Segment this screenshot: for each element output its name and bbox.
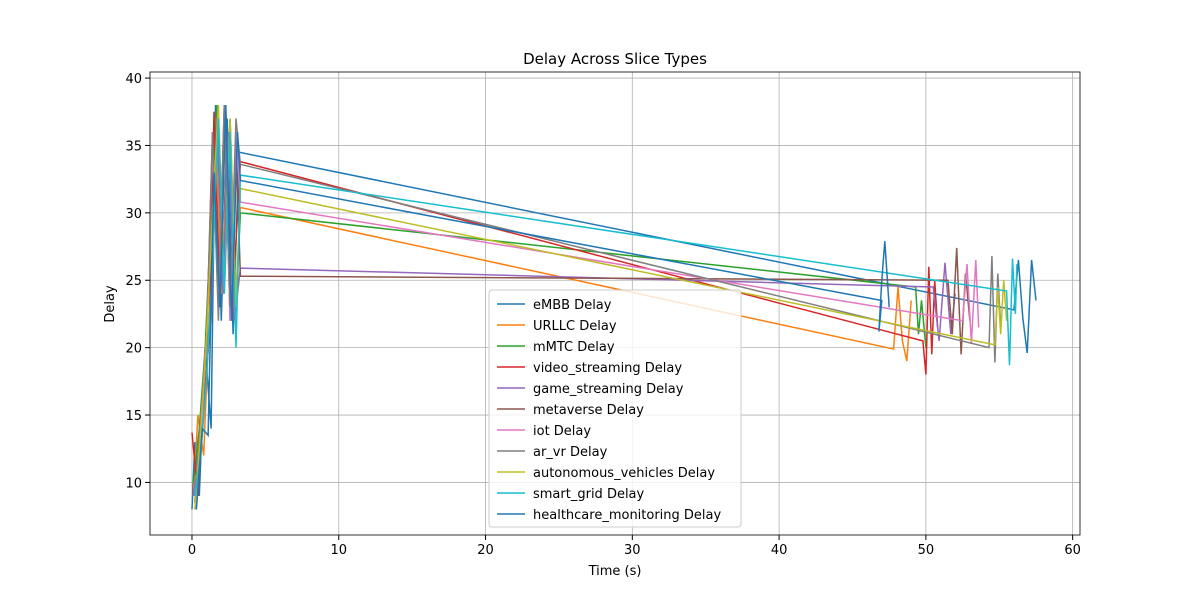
x-tick-label: 10 bbox=[330, 543, 347, 558]
y-tick-label: 30 bbox=[125, 207, 142, 222]
x-axis-label: Time (s) bbox=[588, 564, 642, 579]
legend-label: metaverse Delay bbox=[533, 403, 644, 418]
legend-label: game_streaming Delay bbox=[533, 382, 684, 397]
y-tick-label: 15 bbox=[125, 409, 142, 424]
x-tick-label: 50 bbox=[918, 543, 935, 558]
legend-label: iot Delay bbox=[533, 424, 591, 439]
legend-label: mMTC Delay bbox=[533, 340, 615, 355]
plot-frame bbox=[149, 71, 1081, 536]
legend-label: eMBB Delay bbox=[533, 298, 612, 313]
series-line bbox=[194, 118, 1018, 497]
y-tick-label: 35 bbox=[125, 139, 142, 154]
legend-label: ar_vr Delay bbox=[533, 445, 608, 460]
legend-box bbox=[488, 289, 742, 528]
y-tick-label: 25 bbox=[125, 274, 142, 289]
legend-label: autonomous_vehicles Delay bbox=[533, 466, 715, 481]
chart-title: Delay Across Slice Types bbox=[523, 50, 707, 68]
y-tick-label: 20 bbox=[125, 342, 142, 357]
x-tick-label: 30 bbox=[624, 543, 641, 558]
legend-label: URLLC Delay bbox=[533, 319, 617, 334]
y-axis-label: Delay bbox=[103, 285, 118, 323]
x-tick-label: 60 bbox=[1064, 543, 1081, 558]
legend-label: video_streaming Delay bbox=[533, 361, 682, 376]
y-tick-label: 10 bbox=[125, 476, 142, 491]
legend-label: smart_grid Delay bbox=[533, 487, 645, 502]
legend-label: healthcare_monitoring Delay bbox=[533, 508, 722, 523]
series-line bbox=[195, 104, 890, 510]
x-tick-label: 20 bbox=[477, 543, 494, 558]
x-tick-label: 40 bbox=[771, 543, 788, 558]
legend: eMBB Delay URLLC Delay mMTC Delay video_str… bbox=[488, 289, 742, 528]
y-tick-label: 40 bbox=[125, 72, 142, 87]
x-tick-label: 0 bbox=[188, 543, 196, 558]
